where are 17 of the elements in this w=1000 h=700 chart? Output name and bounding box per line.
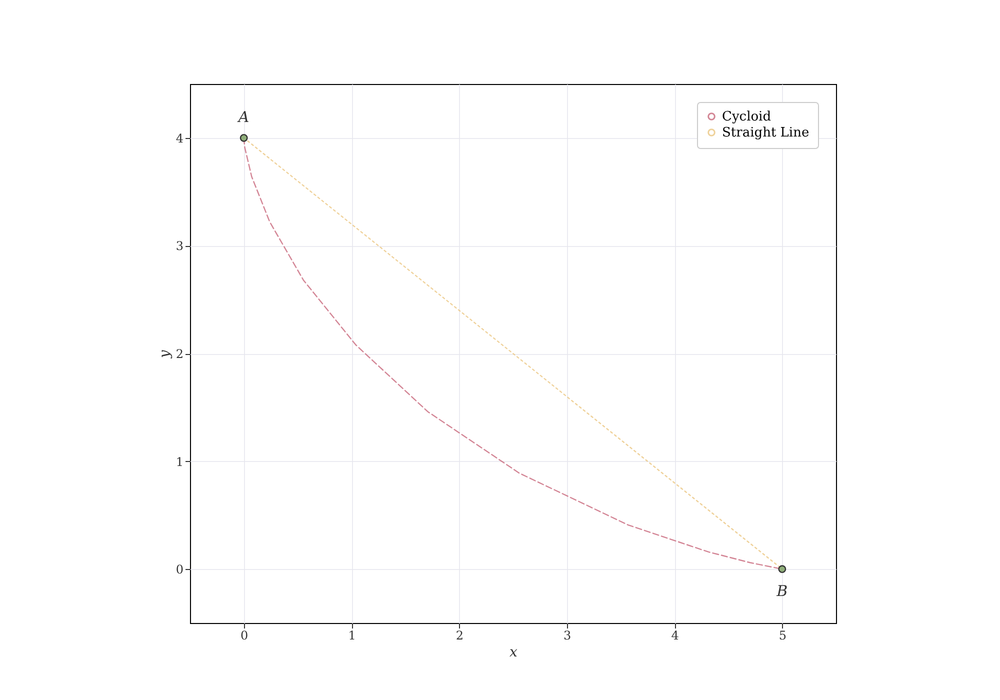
y-tick-label: 4	[176, 131, 184, 146]
legend-label: Straight Line	[722, 126, 810, 140]
y-tick-label: 0	[176, 562, 184, 577]
x-tick-label: 2	[456, 628, 464, 642]
x-axis-title: x	[510, 644, 518, 660]
y-tick-label: 3	[176, 239, 184, 254]
y-tick-label: 2	[176, 347, 184, 361]
x-tick-label: 3	[564, 628, 572, 642]
annotation: B	[776, 582, 788, 600]
x-tick-label: 5	[778, 628, 786, 642]
y-axis-title: y	[156, 348, 173, 359]
legend-label: Cycloid	[722, 110, 772, 124]
x-tick-label: 0	[240, 628, 248, 642]
y-tick-label: 1	[176, 454, 184, 469]
x-tick-label: 4	[671, 628, 680, 642]
x-tick-label: 1	[348, 628, 356, 642]
annotation: A	[236, 108, 250, 126]
